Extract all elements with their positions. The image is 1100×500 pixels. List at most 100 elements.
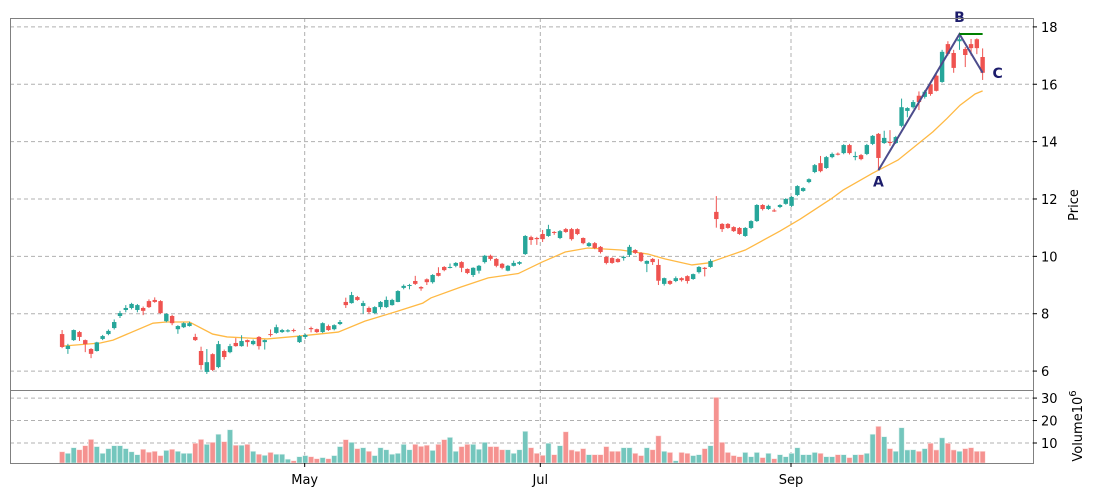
- volume-bar: [383, 449, 390, 464]
- volume-bar: [603, 446, 610, 464]
- volume-bar: [614, 451, 621, 464]
- volume-bar: [76, 449, 83, 464]
- volume-bar: [186, 453, 193, 464]
- candle-body: [77, 332, 82, 337]
- candle-body: [245, 340, 250, 343]
- price-tick-label: 12: [1041, 193, 1058, 208]
- volume-bar: [817, 453, 824, 464]
- candle: [77, 330, 82, 341]
- candle: [65, 343, 71, 354]
- candle-body: [569, 229, 574, 240]
- volume-bar: [724, 452, 731, 464]
- volume-bar: [331, 455, 338, 464]
- volume-bar: [858, 454, 864, 464]
- volume-bar: [730, 455, 737, 464]
- candle: [575, 228, 580, 236]
- volume-bar: [70, 447, 77, 464]
- volume-bar: [134, 454, 141, 464]
- volume-bar: [180, 453, 187, 464]
- volume-bar: [423, 444, 430, 464]
- candle: [766, 204, 771, 210]
- candle: [829, 152, 835, 159]
- candle: [94, 341, 100, 352]
- volume-bar: [586, 454, 592, 464]
- volume-bar: [528, 447, 534, 464]
- candle-body: [690, 274, 696, 280]
- candle: [604, 256, 609, 265]
- volume-bar: [655, 435, 662, 464]
- volume-bar: [105, 448, 112, 464]
- volume-bar: [910, 449, 917, 464]
- candle: [795, 185, 800, 197]
- volume-bar: [649, 449, 656, 464]
- price-tick-label: 6: [1041, 365, 1049, 380]
- candle: [83, 339, 88, 353]
- candle: [158, 300, 163, 314]
- candle: [511, 260, 516, 267]
- candle-body: [227, 346, 233, 353]
- volume-bar: [215, 433, 222, 464]
- candle-body: [650, 258, 655, 263]
- volume-bar: [389, 453, 396, 464]
- candle: [887, 130, 893, 146]
- volume-bar: [800, 454, 807, 464]
- candle-body: [320, 323, 325, 333]
- candle: [366, 306, 372, 314]
- price-tick-label: 14: [1041, 136, 1058, 151]
- volume-bar: [580, 448, 587, 464]
- volume-bar: [562, 431, 569, 464]
- candle: [812, 163, 817, 174]
- candle-body: [615, 258, 621, 263]
- volume-bar: [244, 444, 251, 464]
- candle-body: [783, 198, 788, 204]
- candle: [285, 329, 291, 333]
- volume-bar: [626, 447, 633, 464]
- candle: [88, 348, 94, 359]
- candle-body: [100, 336, 105, 339]
- candle-body: [523, 235, 528, 255]
- price-tick-label: 18: [1041, 21, 1058, 36]
- candle-body: [204, 362, 210, 372]
- volume-bar: [962, 448, 969, 464]
- volume-bar: [192, 442, 199, 464]
- candle: [355, 295, 360, 301]
- candle: [262, 339, 267, 350]
- volume-bar: [412, 444, 419, 464]
- candle: [939, 49, 945, 83]
- volume-bar: [557, 445, 563, 464]
- volume-bar: [360, 447, 367, 464]
- volume-bar: [522, 431, 529, 464]
- volume-bar: [632, 453, 639, 464]
- candle-body: [835, 153, 841, 155]
- candle: [743, 227, 748, 237]
- volume-bar: [337, 446, 343, 464]
- candle: [378, 301, 383, 310]
- candle-body: [731, 227, 736, 232]
- candle-body: [117, 313, 123, 317]
- candle-body: [140, 307, 146, 311]
- candle-body: [413, 281, 418, 284]
- volume-bar: [863, 453, 870, 464]
- volume-bar: [834, 454, 841, 464]
- volume-bar: [308, 456, 314, 464]
- candle-body: [546, 229, 551, 236]
- candle-body: [355, 297, 360, 300]
- candle-body: [430, 274, 435, 283]
- moving-average-layer: [62, 90, 983, 347]
- volume-bar: [539, 455, 546, 464]
- candle: [760, 204, 765, 211]
- candle: [303, 333, 308, 339]
- volume-bar: [429, 450, 436, 464]
- volume-bar: [545, 442, 552, 464]
- volume-bar: [464, 444, 471, 464]
- volume-bar: [707, 445, 714, 464]
- candle: [140, 306, 146, 316]
- candle: [673, 276, 678, 283]
- candle: [772, 208, 777, 212]
- candle: [314, 328, 320, 333]
- candle: [552, 231, 557, 235]
- volume-bar: [441, 439, 448, 464]
- candle-body: [586, 243, 592, 247]
- volume-bar: [765, 453, 772, 464]
- volume-bar: [256, 453, 262, 464]
